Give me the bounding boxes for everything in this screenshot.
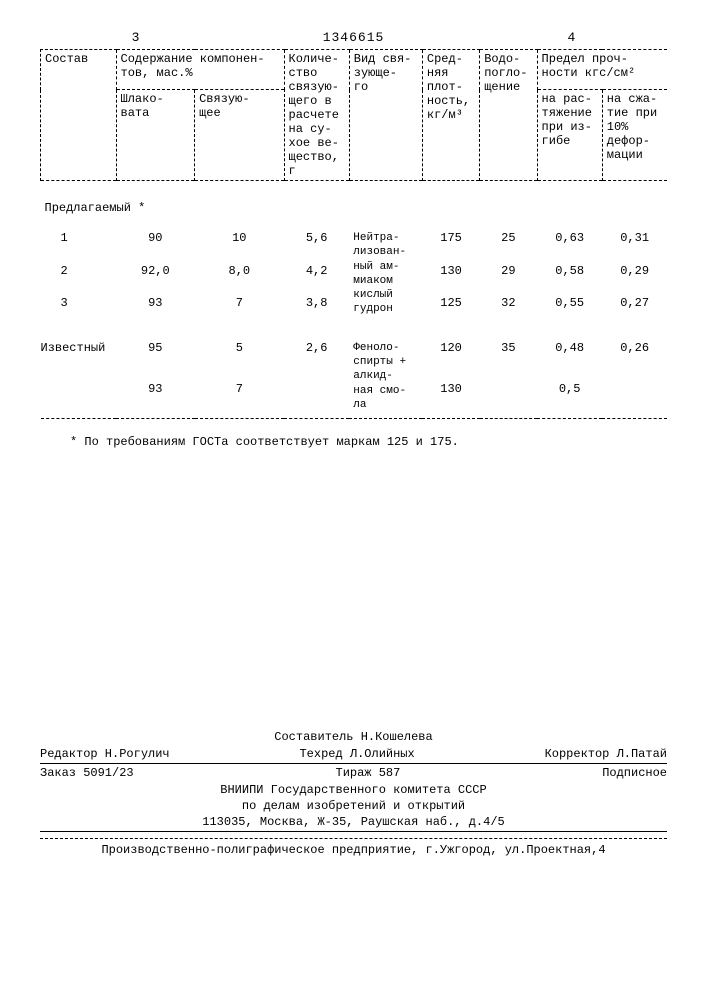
- cell-binder-type: Нейтра- лизован- ный ам- миаком кислый г…: [349, 225, 422, 323]
- corrector: Корректор Л.Патай: [545, 747, 667, 761]
- addr: 113035, Москва, Ж-35, Раушская наб., д.4…: [40, 814, 667, 832]
- cell-binder-type: Феноло- спирты + алкид- ная смо- ла: [349, 335, 422, 419]
- cell-bind: 8,0: [195, 258, 284, 291]
- footnote: * По требованиям ГОСТа соответствует мар…: [70, 435, 667, 449]
- cell-n: 2: [41, 258, 117, 291]
- cell-water: 35: [480, 335, 537, 377]
- cell-qty: [284, 376, 349, 418]
- col-slag: Шлако- вата: [116, 90, 195, 181]
- cell-comp: 0,27: [602, 290, 667, 323]
- cell-dens: 130: [422, 376, 479, 418]
- cell-slag: 92,0: [116, 258, 195, 291]
- cell-dens: 130: [422, 258, 479, 291]
- cell-dens: 125: [422, 290, 479, 323]
- cell-comp: 0,31: [602, 225, 667, 258]
- cell-slag: 93: [116, 376, 195, 418]
- cell-bind: 5: [195, 335, 284, 377]
- cell-bind: 7: [195, 376, 284, 418]
- col-water: Водо- погло- щение: [480, 50, 537, 181]
- cell-n: 1: [41, 225, 117, 258]
- cell-n: 3: [41, 290, 117, 323]
- col-compress: на сжа- тие при 10% дефор- мации: [602, 90, 667, 181]
- col-qty: Количе- ство связую- щего в расчете на с…: [284, 50, 349, 181]
- cell-water: 29: [480, 258, 537, 291]
- cell-qty: 2,6: [284, 335, 349, 377]
- col-strength: Предел проч- ности кгс/см²: [537, 50, 667, 90]
- cell-comp: 0,29: [602, 258, 667, 291]
- data-table: Состав Содержание компонен- тов, мас.% К…: [40, 49, 667, 421]
- cell-qty: 4,2: [284, 258, 349, 291]
- cell-water: [480, 376, 537, 418]
- printer: Производственно-полиграфическое предприя…: [40, 838, 667, 858]
- cell-tens: 0,58: [537, 258, 602, 291]
- col-tensile: на рас- тяжение при из- гибе: [537, 90, 602, 181]
- cell-tens: 0,55: [537, 290, 602, 323]
- cell-slag: 95: [116, 335, 195, 377]
- page-left: 3: [132, 30, 140, 45]
- cell-water: 25: [480, 225, 537, 258]
- cell-qty: 5,6: [284, 225, 349, 258]
- org1: ВНИИПИ Государственного комитета СССР: [40, 782, 667, 798]
- col-composition: Состав: [41, 50, 117, 181]
- imprint-block: Составитель Н.Кошелева Редактор Н.Рогули…: [40, 729, 667, 858]
- cell-tens: 0,5: [537, 376, 602, 418]
- editor: Редактор Н.Рогулич: [40, 747, 170, 761]
- cell-slag: 90: [116, 225, 195, 258]
- subscr: Подписное: [602, 766, 667, 780]
- cell-tens: 0,63: [537, 225, 602, 258]
- cell-bind: 10: [195, 225, 284, 258]
- page-right: 4: [568, 30, 576, 45]
- col-binder-type: Вид свя- зующе- го: [349, 50, 422, 181]
- col-content: Содержание компонен- тов, мас.%: [116, 50, 284, 90]
- col-density: Сред- няя плот- ность, кг/м³: [422, 50, 479, 181]
- compiler: Составитель Н.Кошелева: [40, 729, 667, 745]
- cell-dens: 120: [422, 335, 479, 377]
- tirage: Тираж 587: [336, 766, 401, 780]
- cell-qty: 3,8: [284, 290, 349, 323]
- cell-tens: 0,48: [537, 335, 602, 377]
- order: Заказ 5091/23: [40, 766, 134, 780]
- section-known: Известный: [41, 335, 117, 377]
- col-binder: Связую- щее: [195, 90, 284, 181]
- cell-bind: 7: [195, 290, 284, 323]
- section-proposed: Предлагаемый *: [41, 183, 668, 225]
- org2: по делам изобретений и открытий: [40, 798, 667, 814]
- cell-comp: [602, 376, 667, 418]
- cell-water: 32: [480, 290, 537, 323]
- page-number-row: 3 1346615 4: [40, 30, 667, 45]
- doc-number: 1346615: [323, 30, 385, 45]
- cell-dens: 175: [422, 225, 479, 258]
- cell-comp: 0,26: [602, 335, 667, 377]
- techred: Техред Л.Олийных: [299, 747, 414, 761]
- cell-slag: 93: [116, 290, 195, 323]
